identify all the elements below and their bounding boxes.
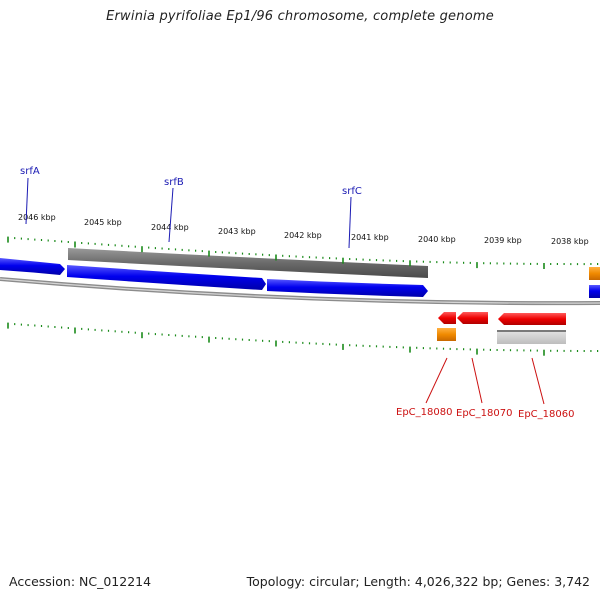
gene-label-srfC: srfC	[342, 186, 362, 197]
scale-label: 2041 kbp	[351, 233, 389, 242]
gene-srfC-arrow	[267, 279, 428, 297]
gray-feature-top	[68, 248, 428, 278]
gene-label-srfB: srfB	[164, 177, 184, 188]
scale-label: 2045 kbp	[84, 218, 122, 227]
leader-line-srfB	[168, 187, 174, 243]
leader-line-srfA	[25, 177, 29, 225]
lower-tick-track	[7, 322, 599, 356]
gene-EpC_18070-arrow	[457, 312, 488, 324]
scale-label: 2039 kbp	[484, 236, 522, 245]
upper-tick-track	[7, 236, 599, 269]
page-title: Erwinia pyrifoliae Ep1/96 chromosome, co…	[106, 9, 494, 24]
scale-label: 2043 kbp	[218, 227, 256, 236]
gene-srfB-arrow	[67, 265, 266, 290]
genome-backbone-inner	[0, 278, 600, 304]
scale-label: 2042 kbp	[284, 231, 322, 240]
gene-label-EpC_18060: EpC_18060	[518, 409, 574, 420]
gene-EpC_18080-arrow	[438, 312, 456, 324]
gene-label-EpC_18070: EpC_18070	[456, 408, 512, 419]
leader-line-EpC_18060	[531, 357, 545, 405]
gene-srfA-arrow	[0, 258, 65, 275]
accession-text: Accession: NC_012214	[9, 574, 152, 589]
orange-feature-top-right	[589, 267, 600, 280]
gene-label-EpC_18080: EpC_18080	[396, 407, 452, 418]
gene-label-srfA: srfA	[20, 166, 40, 177]
gray-feature-bottom-line	[497, 330, 566, 332]
topology-text: Topology: circular; Length: 4,026,322 bp…	[246, 574, 590, 589]
leader-line-srfC	[348, 196, 352, 249]
leader-line-EpC_18080	[425, 357, 448, 404]
scale-label: 2038 kbp	[551, 237, 589, 246]
scale-label: 2046 kbp	[18, 213, 56, 222]
scale-label: 2040 kbp	[418, 235, 456, 244]
leader-line-EpC_18070	[471, 357, 483, 404]
gray-feature-bottom	[497, 331, 566, 344]
gene-EpC_18060-arrow	[498, 313, 566, 325]
gene-blue-edge-right	[589, 285, 600, 298]
orange-feature-bottom	[437, 328, 456, 341]
